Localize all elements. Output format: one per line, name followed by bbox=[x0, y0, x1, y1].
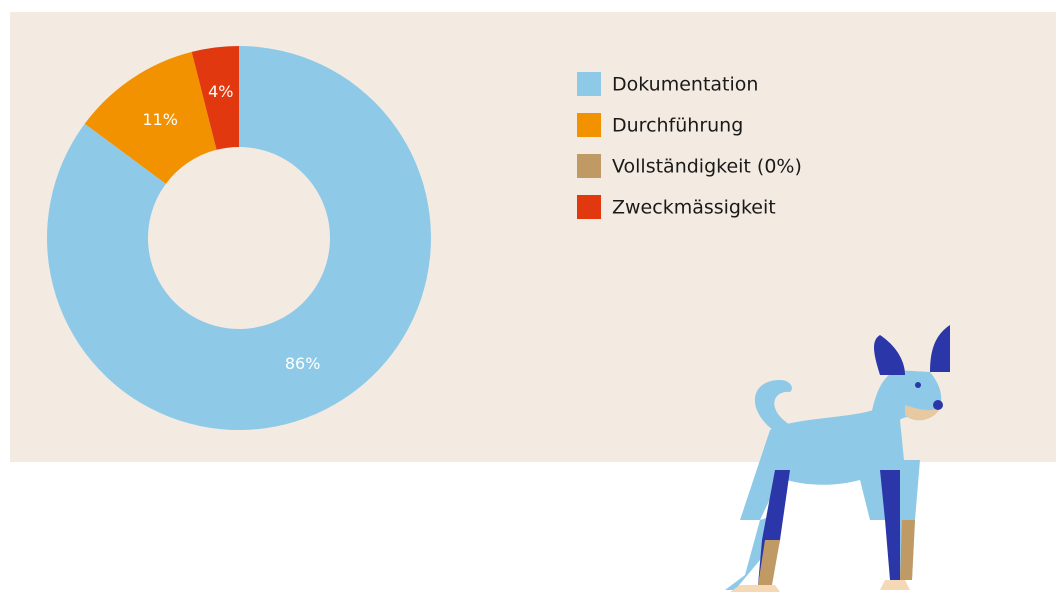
legend-swatch bbox=[577, 154, 601, 178]
dog-illustration bbox=[725, 325, 950, 592]
slice-label: 86% bbox=[285, 354, 321, 373]
slice bbox=[47, 46, 432, 430]
legend-swatch bbox=[577, 195, 601, 219]
slice-label: 4% bbox=[208, 82, 233, 101]
legend-label: Zweckmässigkeit bbox=[612, 197, 776, 219]
slice bbox=[191, 46, 239, 150]
legend-swatch bbox=[577, 113, 601, 137]
legend-label: Vollständigkeit (0%) bbox=[612, 156, 802, 178]
slice bbox=[84, 51, 217, 184]
slice-label: 11% bbox=[142, 110, 178, 129]
legend-label: Durchführung bbox=[612, 115, 743, 137]
legend-label: Dokumentation bbox=[612, 74, 758, 96]
legend-swatch bbox=[577, 72, 601, 96]
